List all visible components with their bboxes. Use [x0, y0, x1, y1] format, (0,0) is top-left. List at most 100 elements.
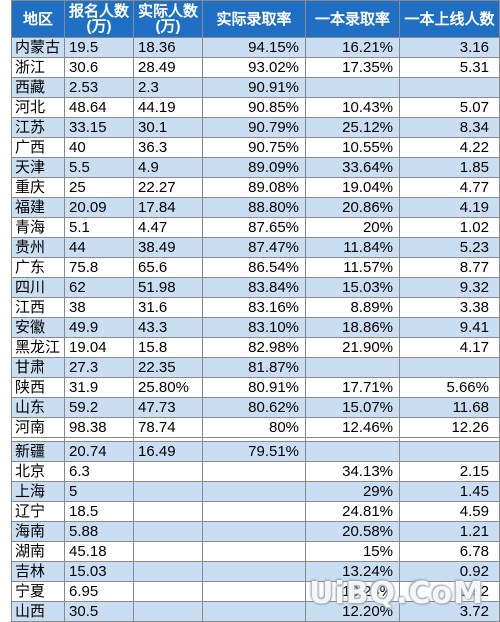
cell-applicants: 18.5 — [64, 501, 135, 522]
table-row: 黑龙江 19.04 15.8 82.98% 21.90% 4.17 — [10, 337, 500, 358]
table-row: 新疆 20.74 16.49 79.51% — [10, 441, 500, 462]
cell-applicants: 38 — [64, 297, 135, 318]
cell-tier1-count: 4.17 — [399, 337, 500, 358]
cell-tier1-count: 1.21 — [399, 521, 500, 542]
cell-actual — [133, 561, 204, 582]
table-header: 地区 报名人数 (万) 实际人数 (万) 实际录取率 一本录取率 一本上线人数 — [10, 0, 500, 38]
cell-applicants: 15.03 — [64, 561, 135, 582]
cell-region: 江苏 — [10, 117, 66, 138]
cell-region: 北京 — [10, 461, 66, 482]
cell-tier1-count — [399, 357, 500, 378]
cell-admit-rate — [202, 521, 307, 542]
cell-tier1-rate: 13.24% — [305, 561, 400, 582]
cell-actual: 2.3 — [133, 77, 204, 98]
cell-tier1-count: 2.15 — [399, 461, 500, 482]
cell-applicants: 6.3 — [64, 461, 135, 482]
cell-region: 海南 — [10, 521, 66, 542]
cell-tier1-count: 5.23 — [399, 237, 500, 258]
table-row: 天津 5.5 4.9 89.09% 33.64% 1.85 — [10, 157, 500, 178]
cell-region: 辽宁 — [10, 501, 66, 522]
cell-tier1-rate: 34.13% — [305, 461, 400, 482]
cell-applicants: 5.88 — [64, 521, 135, 542]
header-applicants: 报名人数 (万) — [64, 0, 135, 38]
cell-admit-rate — [202, 601, 307, 622]
cell-region: 浙江 — [10, 57, 66, 78]
cell-region: 安徽 — [10, 317, 66, 338]
cell-applicants: 20.74 — [64, 441, 135, 462]
cell-region: 新疆 — [10, 441, 66, 462]
cell-admit-rate — [202, 461, 307, 482]
cell-actual: 15.8 — [133, 337, 204, 358]
cell-region: 山东 — [10, 397, 66, 418]
cell-applicants: 6.95 — [64, 581, 135, 602]
table-row: 山东 59.2 47.73 80.62% 15.07% 11.68 — [10, 397, 500, 418]
cell-tier1-count: 3.16 — [399, 37, 500, 58]
cell-admit-rate: 81.87% — [202, 357, 307, 378]
cell-tier1-rate: 29% — [305, 481, 400, 502]
header-actual: 实际人数 (万) — [133, 0, 204, 38]
cell-region: 河南 — [10, 417, 66, 438]
cell-tier1-rate: 19.04% — [305, 177, 400, 198]
cell-tier1-count: 3.38 — [399, 297, 500, 318]
cell-tier1-rate: 15.07% — [305, 397, 400, 418]
cell-actual: 36.3 — [133, 137, 204, 158]
cell-actual: 22.27 — [133, 177, 204, 198]
cell-tier1-rate: 10.55% — [305, 137, 400, 158]
cell-admit-rate: 86.54% — [202, 257, 307, 278]
cell-applicants: 2.53 — [64, 77, 135, 98]
cell-tier1-rate: 33.64% — [305, 157, 400, 178]
cell-actual: 43.3 — [133, 317, 204, 338]
table-row: 青海 5.1 4.47 87.65% 20% 1.02 — [10, 217, 500, 238]
cell-tier1-count — [399, 441, 500, 462]
cell-admit-rate: 90.75% — [202, 137, 307, 158]
cell-applicants: 19.5 — [64, 37, 135, 58]
cell-admit-rate: 89.08% — [202, 177, 307, 198]
cell-tier1-rate: 15.03% — [305, 277, 400, 298]
cell-admit-rate: 80.62% — [202, 397, 307, 418]
cell-tier1-rate: 20.58% — [305, 521, 400, 542]
table-row: 浙江 30.6 28.49 93.02% 17.35% 5.31 — [10, 57, 500, 78]
cell-tier1-rate: 17.71% — [305, 377, 400, 398]
cell-tier1-count: 12.26 — [399, 417, 500, 438]
cell-admit-rate: 90.79% — [202, 117, 307, 138]
cell-tier1-rate: 24.81% — [305, 501, 400, 522]
cell-actual: 78.74 — [133, 417, 204, 438]
cell-actual: 38.49 — [133, 237, 204, 258]
table-row: 贵州 44 38.49 87.47% 11.84% 5.23 — [10, 237, 500, 258]
header-tier1-count: 一本上线人数 — [399, 0, 500, 38]
table-row: 宁夏 6.95 13.24% 0.92 — [10, 581, 500, 602]
cell-actual: 16.49 — [133, 441, 204, 462]
header-tier1-rate: 一本录取率 — [305, 0, 400, 38]
cell-tier1-rate: 25.12% — [305, 117, 400, 138]
table-row: 河北 48.64 44.19 90.85% 10.43% 5.07 — [10, 97, 500, 118]
table-row: 湖南 45.18 15% 6.78 — [10, 541, 500, 562]
cell-admit-rate — [202, 501, 307, 522]
cell-region: 上海 — [10, 481, 66, 502]
cell-admit-rate: 87.65% — [202, 217, 307, 238]
cell-actual — [133, 461, 204, 482]
cell-actual — [133, 501, 204, 522]
cell-region: 山西 — [10, 601, 66, 622]
cell-actual — [133, 581, 204, 602]
site-watermark: UiBQ.CoM — [309, 576, 484, 611]
cell-applicants: 30.6 — [64, 57, 135, 78]
cell-actual: 17.84 — [133, 197, 204, 218]
cell-tier1-rate: 11.57% — [305, 257, 400, 278]
table-row: 江苏 33.15 30.1 90.79% 25.12% 8.34 — [10, 117, 500, 138]
cell-applicants: 62 — [64, 277, 135, 298]
table-row: 陕西 31.9 25.80% 80.91% 17.71% 5.66% — [10, 377, 500, 398]
cell-tier1-rate: 16.21% — [305, 37, 400, 58]
cell-tier1-count: 8.77 — [399, 257, 500, 278]
cell-tier1-rate: 12.46% — [305, 417, 400, 438]
cell-applicants: 40 — [64, 137, 135, 158]
table-row: 福建 20.09 17.84 88.80% 20.86% 4.19 — [10, 197, 500, 218]
cell-actual — [133, 521, 204, 542]
cell-actual: 18.36 — [133, 37, 204, 58]
table-row: 西藏 2.53 2.3 90.91% — [10, 77, 500, 98]
cell-admit-rate: 87.47% — [202, 237, 307, 258]
cell-tier1-rate — [305, 357, 400, 378]
table-row: 内蒙古 19.5 18.36 94.15% 16.21% 3.16 — [10, 37, 500, 58]
cell-tier1-count: 0.92 — [399, 581, 500, 602]
cell-region: 甘肃 — [10, 357, 66, 378]
cell-tier1-rate — [305, 77, 400, 98]
